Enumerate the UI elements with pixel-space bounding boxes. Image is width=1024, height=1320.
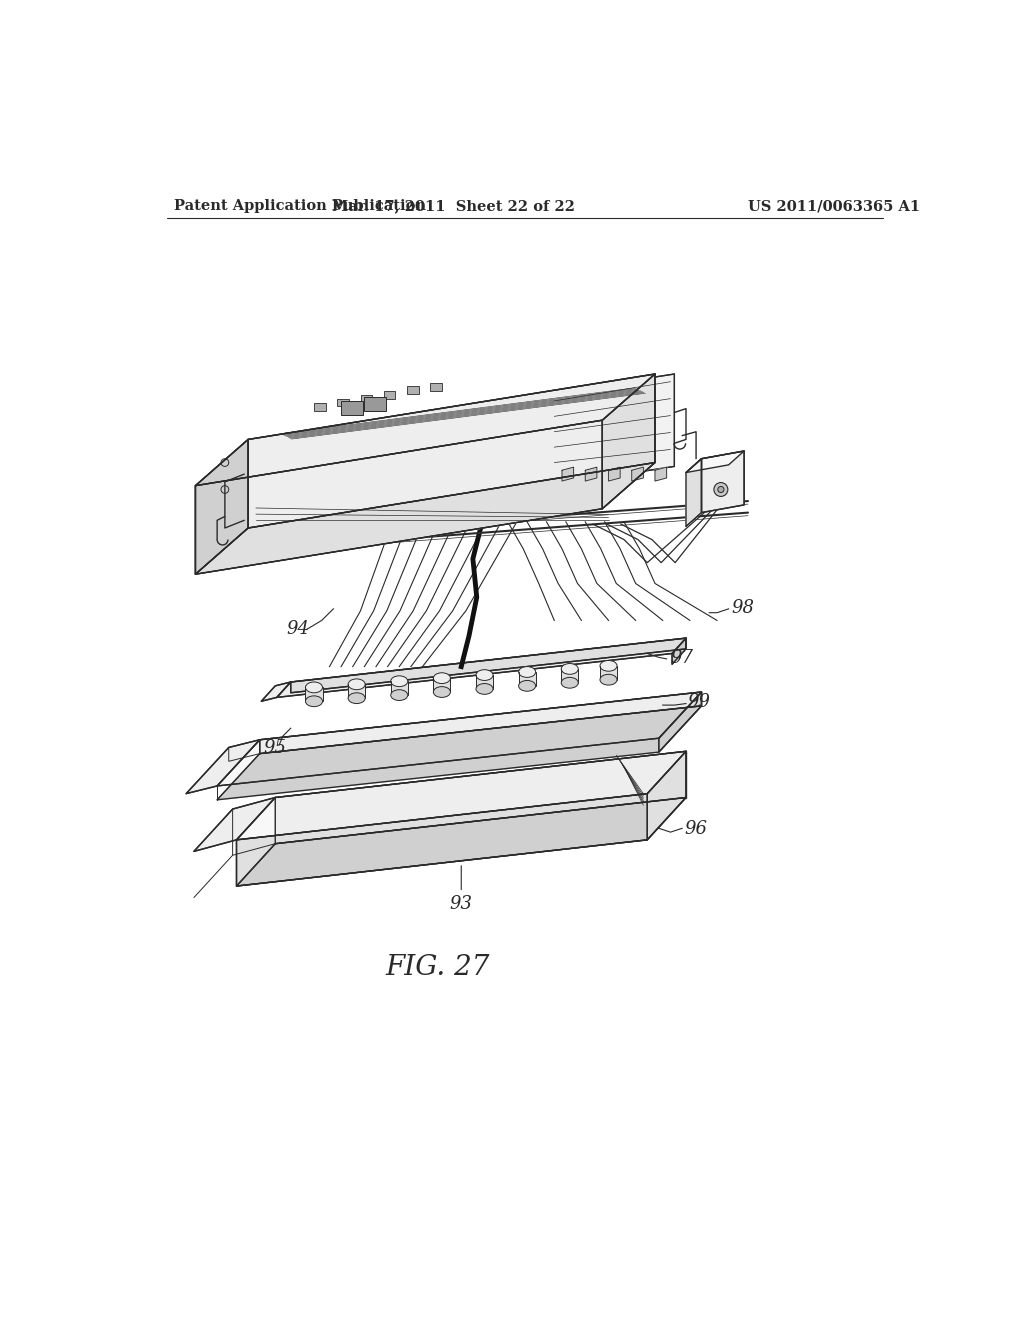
Ellipse shape xyxy=(561,664,579,675)
Bar xyxy=(341,401,362,414)
Bar xyxy=(305,688,323,701)
Polygon shape xyxy=(602,374,655,508)
Bar xyxy=(430,383,442,391)
Ellipse shape xyxy=(305,696,323,706)
Polygon shape xyxy=(248,374,655,528)
Polygon shape xyxy=(672,638,686,664)
Bar xyxy=(384,391,395,399)
Polygon shape xyxy=(196,420,602,574)
Polygon shape xyxy=(647,751,686,840)
Ellipse shape xyxy=(518,681,536,692)
Bar xyxy=(314,404,326,411)
Ellipse shape xyxy=(518,667,536,677)
Polygon shape xyxy=(237,793,647,886)
Ellipse shape xyxy=(348,693,366,704)
Polygon shape xyxy=(686,459,701,527)
Ellipse shape xyxy=(600,660,617,671)
Polygon shape xyxy=(291,638,686,693)
Polygon shape xyxy=(196,462,655,574)
Bar xyxy=(407,387,419,395)
Polygon shape xyxy=(186,739,260,793)
Polygon shape xyxy=(275,751,686,843)
Bar xyxy=(476,675,493,689)
Bar xyxy=(600,665,617,680)
Polygon shape xyxy=(608,467,621,480)
Bar xyxy=(365,397,386,411)
Text: 95: 95 xyxy=(263,739,287,756)
Polygon shape xyxy=(196,374,655,486)
Text: Patent Application Publication: Patent Application Publication xyxy=(174,199,427,213)
Ellipse shape xyxy=(476,684,493,694)
Polygon shape xyxy=(658,692,701,752)
Text: 98: 98 xyxy=(731,599,754,616)
Polygon shape xyxy=(686,451,744,473)
Text: Mar. 17, 2011  Sheet 22 of 22: Mar. 17, 2011 Sheet 22 of 22 xyxy=(332,199,575,213)
Bar xyxy=(391,681,408,696)
Ellipse shape xyxy=(348,678,366,689)
Polygon shape xyxy=(260,692,701,754)
Circle shape xyxy=(718,486,724,492)
Polygon shape xyxy=(586,467,597,480)
Circle shape xyxy=(714,483,728,496)
Ellipse shape xyxy=(476,669,493,681)
Ellipse shape xyxy=(600,675,617,685)
Bar xyxy=(348,684,366,698)
Ellipse shape xyxy=(561,677,579,688)
Polygon shape xyxy=(701,451,744,512)
Polygon shape xyxy=(276,638,686,697)
Polygon shape xyxy=(562,467,573,480)
Ellipse shape xyxy=(391,676,408,686)
Polygon shape xyxy=(632,467,643,480)
Polygon shape xyxy=(196,440,248,574)
Text: 99: 99 xyxy=(687,693,711,711)
Bar xyxy=(518,672,536,686)
Ellipse shape xyxy=(391,689,408,701)
Polygon shape xyxy=(655,467,667,480)
Bar xyxy=(561,669,579,682)
Ellipse shape xyxy=(433,686,451,697)
Polygon shape xyxy=(237,751,686,840)
Text: 93: 93 xyxy=(450,866,473,913)
Text: 96: 96 xyxy=(684,821,708,838)
Polygon shape xyxy=(217,706,701,800)
Ellipse shape xyxy=(433,673,451,684)
Bar xyxy=(360,395,372,403)
Text: FIG. 27: FIG. 27 xyxy=(386,953,490,981)
Text: US 2011/0063365 A1: US 2011/0063365 A1 xyxy=(748,199,921,213)
Ellipse shape xyxy=(305,682,323,693)
Text: 97: 97 xyxy=(671,648,693,667)
Polygon shape xyxy=(261,682,291,701)
Polygon shape xyxy=(194,797,275,851)
Polygon shape xyxy=(217,692,701,785)
Bar xyxy=(337,399,349,407)
Text: 94: 94 xyxy=(287,620,310,639)
Polygon shape xyxy=(550,374,675,486)
Bar xyxy=(433,678,451,692)
Polygon shape xyxy=(237,797,686,886)
